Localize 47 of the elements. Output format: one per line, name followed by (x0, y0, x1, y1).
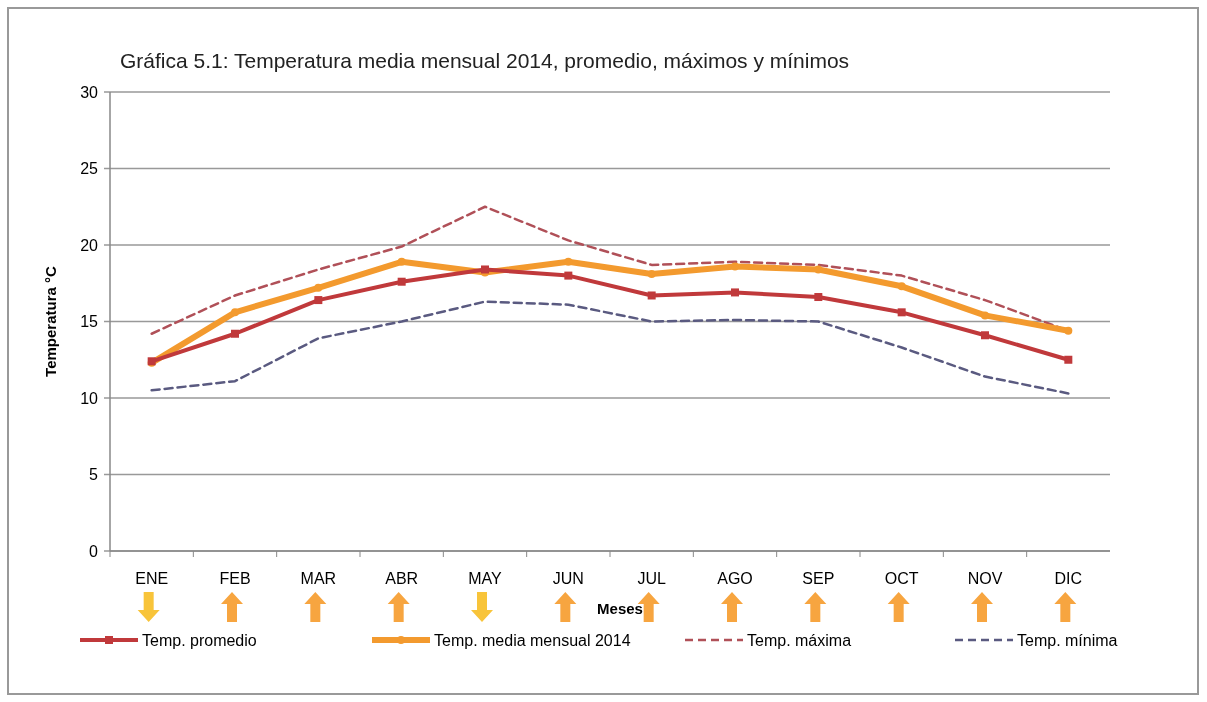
point (564, 257, 573, 266)
point (314, 283, 323, 292)
point (897, 282, 906, 291)
point (731, 288, 739, 297)
point (1064, 355, 1073, 364)
point (981, 311, 989, 320)
y-tick-label: 15 (80, 313, 99, 331)
y-axis-title: Temperatura °C (42, 265, 59, 377)
y-tick-label: 5 (89, 466, 99, 484)
x-tick-label: OCT (884, 570, 919, 587)
x-tick-label: JUN (552, 570, 584, 587)
y-tick-label: 0 (89, 542, 99, 560)
point (981, 331, 989, 340)
point (1064, 326, 1073, 335)
point (731, 262, 739, 271)
y-tick-label: 10 (80, 389, 99, 407)
x-tick-label: MAR (300, 570, 337, 587)
point (647, 291, 656, 300)
legend-label: Temp. máxima (747, 631, 852, 649)
y-tick-label: 25 (80, 160, 99, 178)
y-tick-label: 30 (80, 83, 99, 101)
point (314, 296, 323, 305)
point (897, 308, 906, 317)
x-tick-label: NOV (967, 570, 1003, 587)
x-tick-label: JUL (637, 570, 666, 587)
x-tick-label: ABR (385, 570, 419, 587)
x-tick-label: MAY (468, 570, 503, 587)
point (397, 277, 406, 286)
x-tick-label: ENE (135, 570, 169, 587)
point (814, 293, 823, 302)
point (564, 271, 573, 280)
x-tick-label: FEB (219, 570, 251, 587)
line-series (150, 300, 1070, 395)
x-tick-label: DIC (1054, 570, 1083, 587)
x-tick-label: AGO (717, 570, 753, 587)
legend-label: Temp. media mensual 2014 (434, 631, 631, 649)
chart-title: Gráfica 5.1: Temperatura media mensual 2014, promedio, máximos y mínimos (120, 49, 850, 72)
point (814, 265, 823, 274)
point (231, 329, 239, 338)
x-tick-label: SEP (802, 570, 835, 587)
point (397, 257, 406, 266)
y-tick-label: 20 (80, 236, 99, 254)
legend-label: Temp. promedio (142, 631, 257, 649)
legend-label: Temp. mínima (1017, 631, 1118, 649)
x-axis-title: Meses (597, 600, 643, 617)
point (647, 270, 656, 279)
point (231, 308, 239, 317)
